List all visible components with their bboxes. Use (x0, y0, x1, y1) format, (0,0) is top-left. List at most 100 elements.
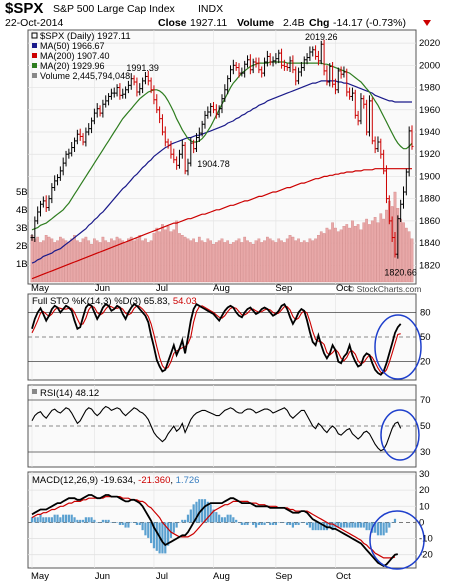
legend-ma50: MA(50) 1966.67 (40, 41, 105, 51)
sto-label-prefix: Full STO (32, 296, 72, 307)
volume-bar (163, 229, 167, 283)
volume-bar (229, 244, 232, 283)
volume-bar (302, 240, 306, 283)
volume-bar (322, 233, 326, 283)
volume-bar (351, 220, 354, 283)
price-tick-label: 1860 (419, 216, 440, 227)
macd-histogram-bar (249, 522, 252, 523)
macd-histogram-bar (121, 522, 124, 526)
macd-histogram-bar (286, 522, 289, 526)
macd-histogram-bar (280, 522, 283, 523)
chg-label: Chg (309, 17, 329, 29)
volume-bar (101, 236, 105, 283)
macd-histogram-bar (141, 522, 144, 531)
macd-histogram-bar (365, 522, 368, 531)
macd-tick-label: 30 (419, 469, 430, 480)
volume-bar (118, 238, 122, 283)
macd-histogram-bar (317, 522, 320, 531)
price-tick-label: 1920 (419, 149, 440, 160)
macd-histogram-bar (320, 522, 323, 531)
macd-histogram-bar (357, 522, 360, 528)
macd-histogram-bar (393, 518, 397, 523)
macd-histogram-bar (232, 517, 235, 523)
volume-bar (291, 236, 295, 283)
volume-bar (33, 238, 37, 283)
macd-histogram-bar (73, 517, 76, 523)
macd-histogram-bar (226, 514, 229, 523)
x-tick-label-bottom: May (31, 571, 49, 582)
price-tick-label: 1940 (419, 127, 440, 138)
volume-bar (110, 238, 113, 283)
volume-bar (206, 238, 210, 283)
macd-histogram-bar (243, 522, 246, 526)
volume-bar (161, 224, 164, 283)
legend-volume: Volume 2,445,794,048 (40, 71, 130, 81)
volume-bar (104, 240, 108, 283)
macd-histogram-bar (345, 522, 348, 528)
volume-bar (331, 222, 334, 283)
price-annotation: 1820.66 (384, 268, 417, 278)
macd-histogram-bar (98, 522, 102, 523)
volume-bar (231, 242, 235, 283)
volume-bar (180, 235, 184, 283)
macd-label: MACD(12,26,9) (32, 475, 98, 486)
macd-histogram-bar (368, 522, 371, 531)
macd-histogram-bar (220, 517, 224, 523)
sto-k-line (31, 302, 402, 376)
volume-bar (124, 242, 127, 283)
volume-bar (127, 238, 130, 283)
volume-bar (308, 238, 312, 283)
volume-bar (246, 240, 249, 283)
index-name: S&P 500 Large Cap Index (53, 3, 176, 15)
macd-histogram-bar (300, 522, 303, 523)
macd-histogram-bar (277, 522, 280, 523)
macd-tick-label: 0 (419, 517, 424, 528)
volume-bar (149, 240, 153, 283)
volume-bar (305, 242, 309, 283)
volume-tick-label: 4B (16, 205, 28, 216)
volume-bar (56, 240, 59, 283)
macd-histogram-bar (203, 499, 207, 523)
volume-bar (339, 229, 343, 283)
price-annotation: 1904.78 (197, 159, 230, 169)
macd-histogram-bar (167, 522, 170, 546)
volume-bar (345, 224, 349, 283)
volume-bar (87, 240, 91, 283)
volume-bar (44, 235, 48, 283)
macd-value: -19.634 (101, 475, 133, 486)
macd-histogram-bar (67, 514, 70, 523)
volume-bar (237, 238, 241, 283)
macd-comma2: , (170, 475, 175, 486)
macd-histogram-bar (260, 522, 263, 526)
macd-histogram-bar (124, 522, 127, 528)
price-tick-label: 1880 (419, 194, 440, 205)
macd-histogram-bar (252, 522, 255, 526)
volume-bar (336, 231, 340, 283)
macd-histogram-bar (62, 514, 65, 523)
x-tick-label-top: Jun (95, 283, 110, 294)
volume-bar (348, 227, 351, 283)
volume-bar (129, 236, 133, 283)
x-tick-label-top: Aug (213, 283, 230, 294)
volume-bar (200, 240, 204, 283)
indicator-lines (30, 302, 402, 568)
volume-bar (249, 242, 252, 283)
x-tick-label-top: Sep (275, 283, 292, 294)
macd-histogram-bar (169, 522, 173, 538)
volume-bar (41, 240, 45, 283)
volume-bar (169, 231, 173, 283)
volume-bar (47, 236, 51, 283)
volume-bar (379, 213, 383, 283)
volume-bar (84, 236, 88, 283)
price-tick-label: 1820 (419, 260, 440, 271)
sto-tick-label: 50 (420, 332, 431, 343)
legend-ma50-swatch (32, 43, 37, 48)
ma50-line (31, 80, 412, 264)
macd-histogram-bar (84, 517, 87, 523)
macd-histogram-bar (110, 522, 113, 523)
legend-ma200-swatch (32, 53, 37, 58)
volume-bar (183, 236, 187, 283)
volume-bar (319, 231, 323, 283)
x-tick-label-top: Jul (156, 283, 168, 294)
macd-histogram-bar (283, 522, 286, 523)
